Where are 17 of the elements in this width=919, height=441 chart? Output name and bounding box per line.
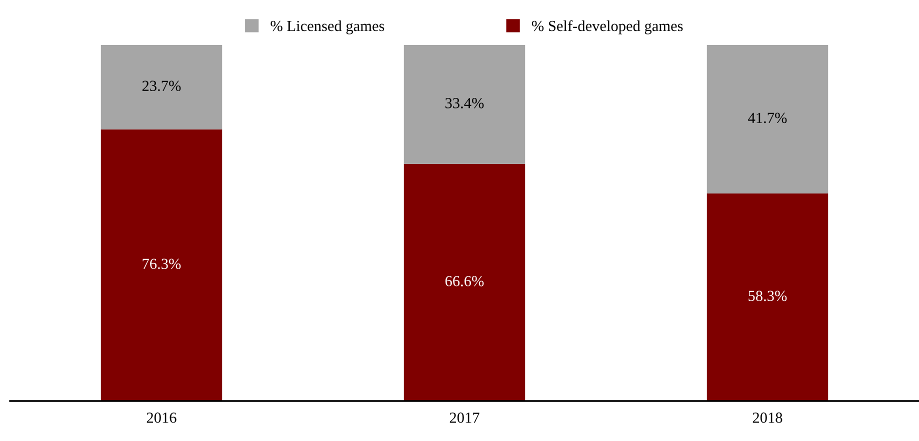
bar — [706, 193, 828, 401]
legend-label: % Licensed games — [270, 20, 384, 34]
x-tick-label: 2018 — [752, 412, 782, 423]
x-tick-label: 2017 — [450, 412, 480, 423]
bar — [404, 164, 526, 401]
data-label: 33.4% — [446, 98, 484, 108]
x-tick-label: 2016 — [146, 412, 176, 423]
bar — [706, 45, 828, 194]
bar — [404, 45, 526, 164]
data-label: 23.7% — [142, 80, 181, 92]
legend-label: % Self-developed games — [532, 20, 683, 34]
data-label: 66.6% — [445, 276, 484, 286]
data-label: 41.7% — [748, 112, 787, 124]
bar — [100, 45, 222, 130]
data-label: 58.3% — [748, 290, 787, 302]
data-label: 76.3% — [142, 258, 181, 270]
bar — [100, 129, 222, 401]
